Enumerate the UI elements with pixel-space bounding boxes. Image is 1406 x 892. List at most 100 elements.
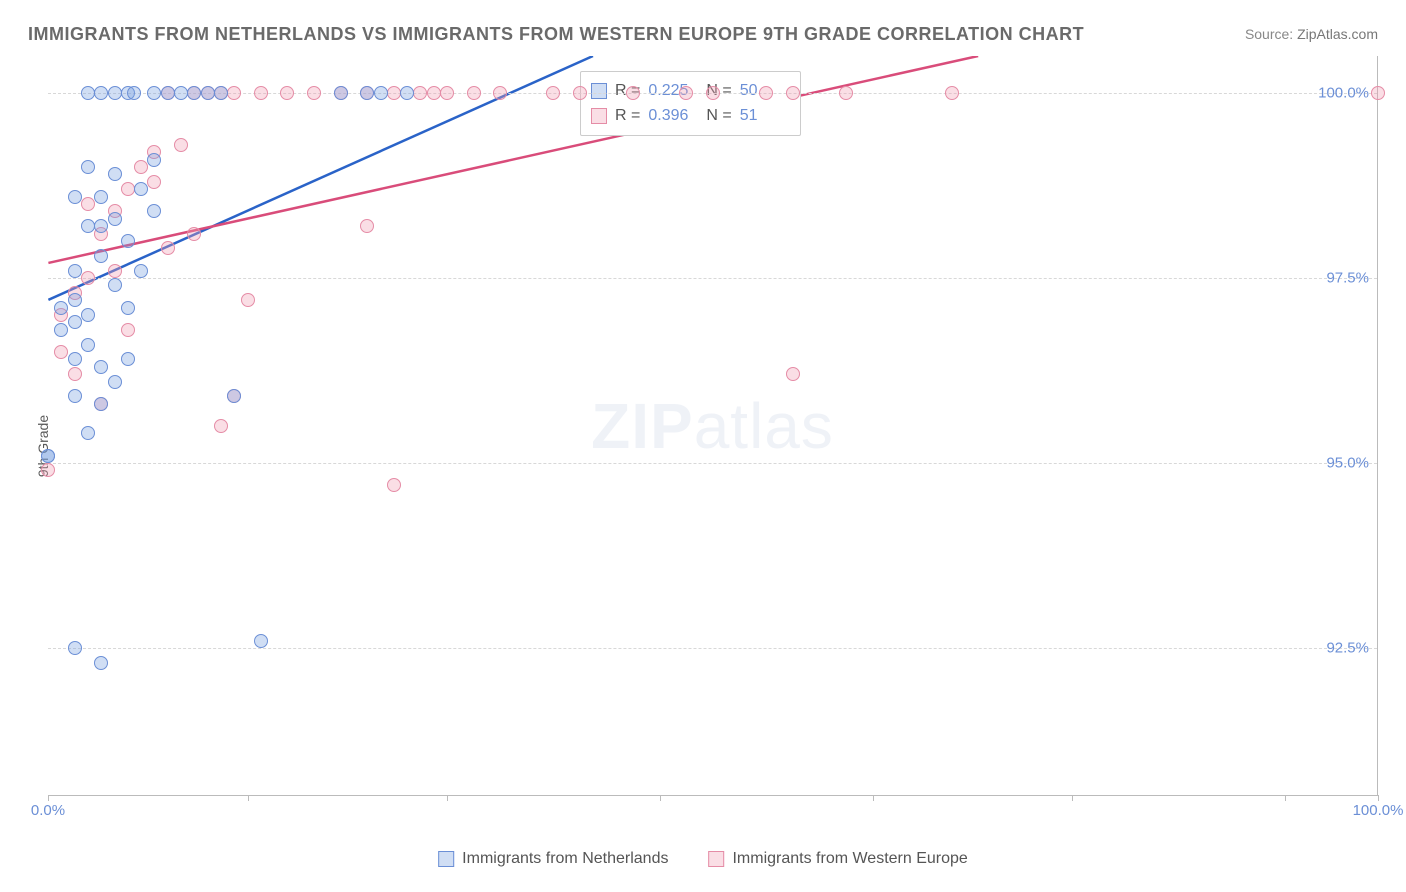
data-point-a [134,264,148,278]
data-point-a [94,656,108,670]
data-point-b [254,86,268,100]
data-point-a [68,389,82,403]
legend-swatch-netherlands [438,851,454,867]
x-tick-mark [447,795,448,801]
data-point-b [1371,86,1385,100]
data-point-b [41,463,55,477]
data-point-a [334,86,348,100]
watermark-atlas: atlas [694,390,834,462]
watermark-zip: ZIP [591,390,694,462]
data-point-b [360,219,374,233]
data-point-b [546,86,560,100]
data-point-b [187,227,201,241]
x-tick-label: 0.0% [31,802,65,819]
swatch-western-europe [591,108,607,124]
y-tick-label: 92.5% [1326,640,1369,657]
data-point-a [94,190,108,204]
n-value-western-europe: 51 [740,103,790,129]
legend-label-western-europe: Immigrants from Western Europe [732,850,967,868]
legend-label-netherlands: Immigrants from Netherlands [462,850,668,868]
data-point-a [147,204,161,218]
chart-plot-area: ZIPatlas R = 0.225 N = 50 R = 0.396 N = … [48,56,1378,796]
data-point-b [81,271,95,285]
gridline-h [48,648,1377,649]
y-tick-label: 97.5% [1326,270,1369,287]
data-point-a [254,634,268,648]
x-tick-mark [1378,795,1379,801]
data-point-a [134,182,148,196]
data-point-a [81,86,95,100]
watermark: ZIPatlas [591,389,834,463]
data-point-a [174,86,188,100]
data-point-b [387,478,401,492]
data-point-a [94,249,108,263]
data-point-a [81,160,95,174]
trend-lines [48,56,1377,795]
data-point-b [214,419,228,433]
source-attribution: Source: ZipAtlas.com [1245,26,1378,42]
data-point-a [94,86,108,100]
data-point-b [786,367,800,381]
data-point-a [108,86,122,100]
data-point-a [108,375,122,389]
data-point-b [427,86,441,100]
data-point-a [68,641,82,655]
data-point-b [387,86,401,100]
data-point-b [174,138,188,152]
y-tick-label: 95.0% [1326,455,1369,472]
r-value-western-europe: 0.396 [648,103,698,129]
data-point-b [413,86,427,100]
data-point-b [121,323,135,337]
data-point-a [94,360,108,374]
data-point-b [108,264,122,278]
data-point-a [68,352,82,366]
legend-item-western-europe: Immigrants from Western Europe [708,850,967,868]
data-point-a [400,86,414,100]
x-tick-mark [660,795,661,801]
data-point-a [81,219,95,233]
data-point-b [839,86,853,100]
source-name: ZipAtlas.com [1297,26,1378,42]
data-point-a [81,338,95,352]
data-point-a [374,86,388,100]
r-label: R = [615,103,640,129]
data-point-a [81,426,95,440]
data-point-b [68,367,82,381]
data-point-b [280,86,294,100]
data-point-b [679,86,693,100]
legend: Immigrants from Netherlands Immigrants f… [438,850,968,868]
data-point-b [626,86,640,100]
data-point-a [68,264,82,278]
x-tick-mark [1285,795,1286,801]
data-point-a [94,219,108,233]
data-point-a [108,212,122,226]
data-point-a [227,389,241,403]
data-point-a [108,167,122,181]
data-point-b [227,86,241,100]
data-point-b [241,293,255,307]
gridline-h [48,278,1377,279]
data-point-b [121,182,135,196]
data-point-a [68,190,82,204]
data-point-a [121,301,135,315]
data-point-b [786,86,800,100]
y-tick-label: 100.0% [1318,85,1369,102]
n-label: N = [706,103,731,129]
data-point-a [54,301,68,315]
x-tick-mark [48,795,49,801]
data-point-a [214,86,228,100]
data-point-a [68,293,82,307]
x-tick-mark [1072,795,1073,801]
data-point-b [440,86,454,100]
data-point-b [945,86,959,100]
legend-swatch-western-europe [708,851,724,867]
data-point-a [127,86,141,100]
data-point-a [121,234,135,248]
data-point-b [161,241,175,255]
data-point-b [573,86,587,100]
data-point-b [54,345,68,359]
x-tick-mark [248,795,249,801]
data-point-a [108,278,122,292]
data-point-a [121,352,135,366]
correlation-stats-box: R = 0.225 N = 50 R = 0.396 N = 51 [580,71,801,136]
